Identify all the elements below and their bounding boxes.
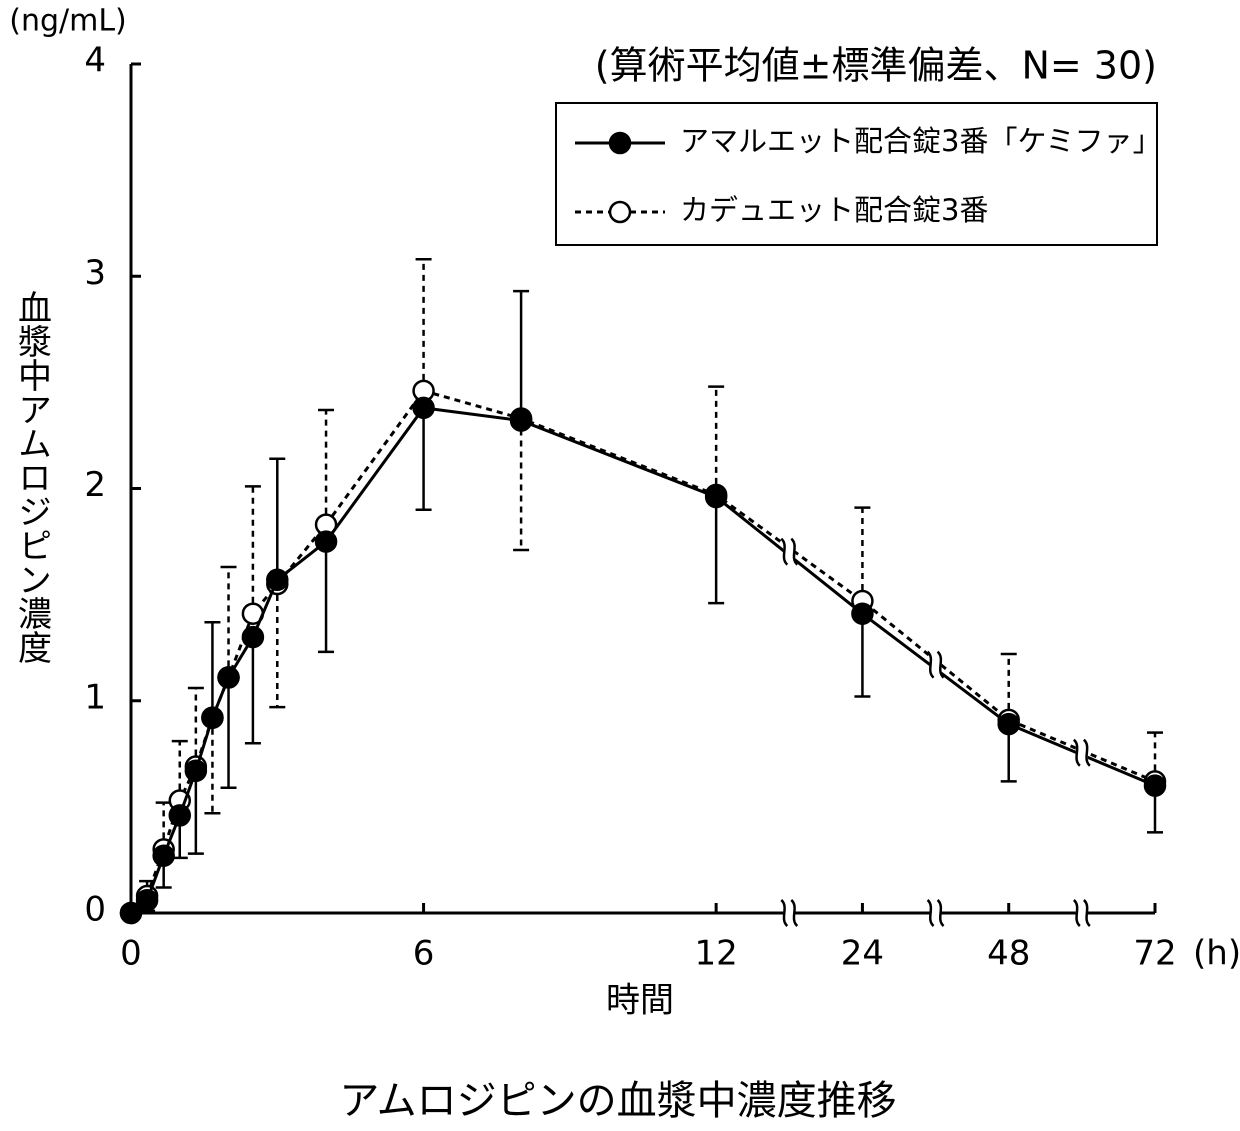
x-axis-break bbox=[1082, 899, 1091, 927]
marker bbox=[997, 712, 1020, 736]
marker bbox=[241, 625, 265, 649]
x-axis-break-gap bbox=[1075, 899, 1088, 927]
line-break-gap bbox=[1075, 738, 1088, 767]
legend-label: アマルエット配合錠3番「ケミファ」 bbox=[680, 124, 1162, 158]
marker bbox=[152, 844, 175, 867]
x-tick-label: 12 bbox=[695, 934, 738, 974]
marker bbox=[135, 889, 159, 912]
x-tick-label: 0 bbox=[120, 934, 142, 974]
x-unit: (h) bbox=[1193, 934, 1240, 974]
legend-marker bbox=[608, 200, 632, 224]
legend-marker bbox=[608, 131, 632, 155]
y-tick-label: 1 bbox=[84, 677, 106, 717]
y-tick-label: 2 bbox=[84, 465, 106, 505]
marker bbox=[1143, 774, 1167, 797]
marker bbox=[168, 804, 192, 827]
y-unit: (ng/mL) bbox=[9, 4, 127, 39]
x-axis-break bbox=[790, 899, 799, 927]
marker bbox=[509, 409, 533, 432]
marker bbox=[201, 706, 224, 729]
marker bbox=[184, 759, 208, 783]
x-axis-label: 時間 bbox=[606, 981, 674, 1021]
line-break bbox=[1072, 738, 1081, 767]
marker bbox=[314, 530, 338, 553]
line-break bbox=[780, 537, 789, 566]
marker bbox=[266, 568, 289, 592]
marker bbox=[119, 901, 143, 925]
series-line bbox=[129, 389, 1156, 915]
line-break bbox=[926, 650, 935, 679]
y-tick-label: 4 bbox=[84, 41, 106, 81]
x-axis-break bbox=[780, 899, 789, 927]
x-tick-label: 72 bbox=[1133, 934, 1176, 974]
legend-label: カデュエット配合錠3番 bbox=[680, 193, 988, 227]
line-break-gap bbox=[929, 650, 942, 679]
x-tick-label: 24 bbox=[841, 934, 884, 974]
line-break-gap bbox=[783, 537, 796, 566]
line-break bbox=[936, 650, 945, 679]
x-axis-break-gap bbox=[929, 899, 942, 927]
x-tick-label: 48 bbox=[987, 934, 1030, 974]
x-axis-break bbox=[1072, 899, 1081, 927]
chart-title: アムロジピンの血漿中濃度推移 bbox=[339, 1078, 896, 1124]
y-tick-label: 0 bbox=[84, 890, 106, 930]
marker bbox=[217, 666, 240, 689]
marker bbox=[704, 485, 728, 509]
line-break bbox=[790, 537, 799, 566]
x-axis-break bbox=[936, 899, 945, 927]
legend-box bbox=[555, 102, 1158, 246]
x-axis-break-gap bbox=[783, 899, 796, 927]
x-axis-break bbox=[926, 899, 935, 927]
y-tick-label: 3 bbox=[84, 253, 106, 293]
y-axis-label: 血漿中アムロジピン濃度 bbox=[12, 290, 52, 664]
line-break bbox=[1082, 738, 1091, 767]
x-tick-label: 6 bbox=[413, 934, 435, 974]
marker bbox=[851, 602, 874, 625]
annotation: (算術平均値±標準偏差、N= 30) bbox=[595, 44, 1157, 88]
marker bbox=[412, 396, 435, 420]
